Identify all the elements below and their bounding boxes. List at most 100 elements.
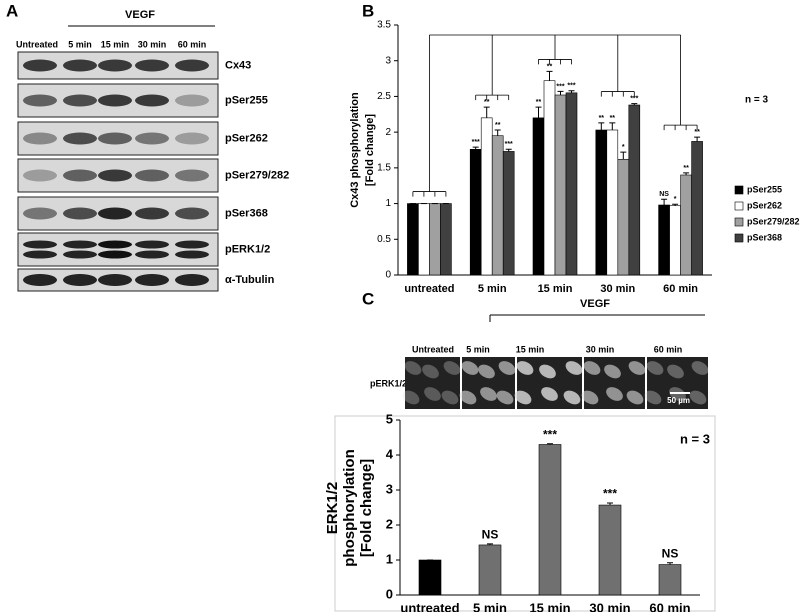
significance-label: ***	[505, 141, 513, 148]
cell	[461, 361, 479, 375]
bar	[418, 559, 442, 596]
blot-band	[23, 94, 57, 107]
blot-band	[98, 250, 132, 259]
y-tick-label: 2	[386, 516, 393, 531]
cell	[498, 361, 516, 375]
blot-label: Cx43	[225, 59, 251, 71]
bar	[691, 141, 703, 276]
y-tick-label: 3.5	[377, 20, 391, 31]
blot-label: α-Tubulin	[225, 274, 275, 286]
blot-band	[23, 169, 57, 182]
blot-band	[63, 169, 97, 182]
blot-band	[98, 59, 132, 72]
error-bar	[667, 562, 673, 565]
cell	[514, 390, 532, 405]
y-axis-label: Cx43 phosphorylation	[349, 92, 361, 208]
cell-image	[647, 357, 708, 409]
bracket	[412, 35, 447, 197]
blot-band	[175, 250, 209, 259]
cell	[667, 364, 684, 379]
blot-band	[175, 240, 209, 249]
cell	[443, 361, 461, 375]
cell	[480, 387, 497, 401]
y-tick-label: 3	[386, 481, 393, 496]
y-axis-label: phosphorylation	[341, 449, 358, 567]
image-label: 60 min	[654, 344, 683, 354]
cell	[689, 390, 707, 405]
blot-band	[23, 207, 57, 220]
blot-band	[135, 169, 169, 182]
legend-label: pSer255	[747, 184, 782, 194]
y-tick-label: 4	[386, 446, 394, 461]
blot-band	[63, 132, 97, 145]
cell	[628, 361, 646, 375]
significance-label: **	[547, 63, 553, 70]
significance-label: *	[622, 144, 625, 151]
cell	[691, 361, 709, 375]
error-bar	[546, 70, 553, 81]
blot-label: pERK1/2	[225, 243, 270, 255]
bar	[554, 94, 567, 276]
blot-band	[175, 132, 209, 145]
cell	[402, 390, 420, 405]
x-tick-label: 60 min	[663, 283, 698, 295]
cell	[581, 390, 599, 405]
bracket	[600, 35, 635, 97]
significance-label: **	[694, 129, 700, 136]
legend-label: pSer262	[747, 200, 782, 210]
bar	[543, 80, 556, 276]
bar	[617, 158, 630, 276]
panel-label: B	[362, 1, 374, 20]
significance-label: **	[536, 99, 542, 106]
error-bar	[609, 122, 616, 130]
y-tick-label: 0.5	[377, 234, 391, 245]
blot-band	[63, 250, 97, 259]
cell	[565, 361, 583, 375]
bar	[480, 117, 493, 276]
lane-label: 30 min	[138, 39, 167, 49]
bar	[491, 135, 504, 276]
significance-label: ***	[543, 428, 557, 442]
blot-band	[135, 132, 169, 145]
bar	[407, 203, 419, 276]
panel-label: A	[6, 1, 18, 20]
bar	[598, 504, 622, 596]
error-bar	[494, 129, 501, 136]
blot-band	[98, 207, 132, 220]
bar	[538, 444, 562, 596]
x-tick-label: 15 min	[538, 283, 573, 295]
image-label: Untreated	[412, 344, 454, 354]
significance-label: NS	[662, 547, 679, 561]
error-bar	[487, 543, 493, 545]
error-bar	[620, 151, 627, 160]
blot-band	[98, 132, 132, 145]
bar	[502, 151, 515, 276]
error-bar	[505, 148, 512, 152]
y-tick-label: 0	[385, 270, 391, 281]
blot-band	[175, 94, 209, 107]
image-label: 15 min	[516, 344, 545, 354]
blot-band	[135, 94, 169, 107]
y-axis-label: [Fold change]	[364, 114, 376, 186]
legend-label: pSer368	[747, 232, 782, 242]
cell	[478, 364, 495, 379]
blot-band	[175, 169, 209, 182]
lane-label: 60 min	[178, 39, 207, 49]
error-bar	[547, 443, 553, 445]
x-tick-label: 5 min	[473, 600, 507, 612]
cell	[541, 387, 558, 401]
cell-images	[402, 357, 709, 409]
x-tick-label: 15 min	[529, 600, 570, 612]
error-bar	[472, 146, 479, 150]
bar	[669, 205, 681, 276]
lane-label: 15 min	[101, 39, 130, 49]
bar	[478, 544, 502, 596]
cell	[646, 361, 664, 375]
blot-band	[23, 132, 57, 145]
error-bar	[694, 136, 701, 142]
blot	[17, 232, 219, 267]
bar	[469, 148, 482, 276]
blot-label: pSer368	[225, 207, 268, 219]
significance-label: *	[674, 196, 677, 203]
cell	[422, 364, 439, 379]
